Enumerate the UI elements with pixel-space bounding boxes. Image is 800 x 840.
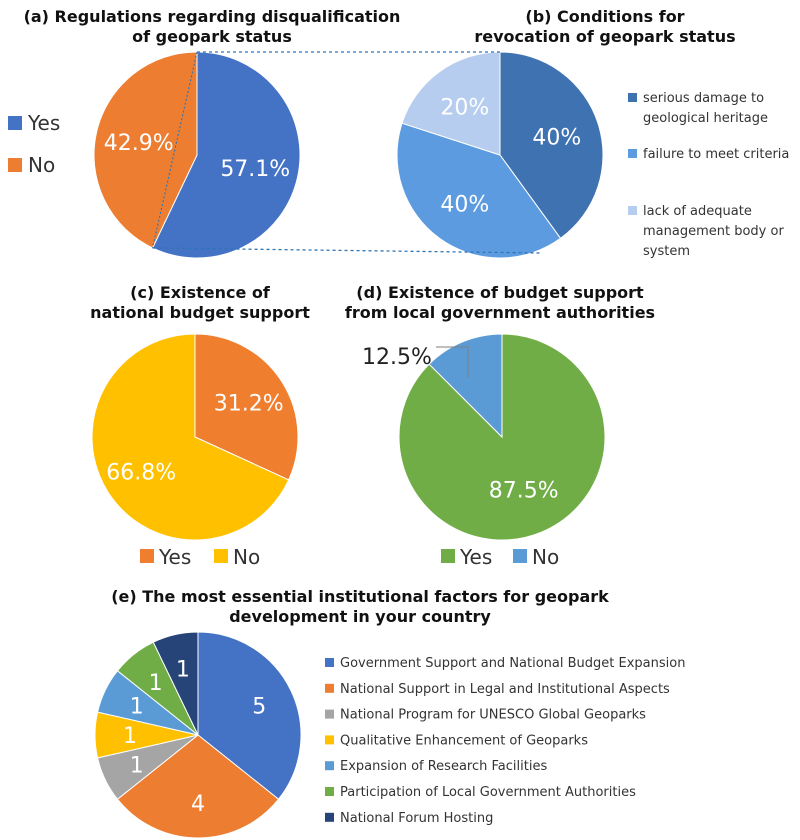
legend-swatch-b-1 [628,149,637,158]
pie-slice-b-2 [401,51,501,156]
legend-label-e-6: National Forum Hosting [340,811,493,826]
legend-label-e-0: Government Support and National Budget E… [340,656,685,671]
legend-swatch-a-0 [8,116,22,130]
legend-swatch-e-3 [325,735,334,745]
legend-label-b-2-0: lack of adequate [643,204,752,219]
legend-swatch-c-0 [140,549,154,563]
pie-slice-c-0 [194,333,299,481]
legend-label-e-4: Expansion of Research Facilities [340,759,547,774]
legend-label-e-1: National Support in Legal and Institutio… [340,682,670,697]
chart-title-d-1: from local government authorities [345,303,655,322]
legend-swatch-c-1 [214,549,228,563]
legend-label-a-1: No [28,153,55,177]
legend-swatch-d-0 [441,549,455,563]
legend-label-b-2-2: system [643,244,690,259]
legend-label-c-0: Yes [158,545,191,569]
data-label-e-5: 1 [149,671,163,696]
legend-label-d-0: Yes [459,545,492,569]
data-label-b-2: 20% [440,96,489,121]
legend-label-b-2-1: management body or [643,224,784,239]
pie-slice-e-1 [116,734,280,839]
chart-title-e-1: development in your country [229,607,491,626]
data-label-c-1: 66.8% [106,460,176,485]
legend-label-b-0-1: geological heritage [643,111,768,126]
connector-bottom [152,247,541,254]
chart-e: (e) The most essential institutional fac… [94,587,609,839]
legend-label-e-5: Participation of Local Government Author… [340,785,636,800]
data-label-a-1: 42.9% [104,131,174,156]
legend-swatch-a-1 [8,158,22,172]
data-label-e-2: 1 [130,753,144,778]
data-label-a-0: 57.1% [220,157,290,182]
data-label-e-6: 1 [176,658,190,683]
legend-label-d-1: No [532,545,559,569]
data-label-b-1: 40% [440,192,489,217]
legend-swatch-e-5 [325,787,334,796]
chart-title-a-1: of geopark status [132,27,292,46]
data-label-e-4: 1 [130,695,144,720]
chart-title-b-0: (b) Conditions for [525,7,684,26]
legend-swatch-e-4 [325,761,334,771]
legend-swatch-d-1 [513,549,527,563]
data-label-d-1: 12.5% [362,345,432,370]
legend-swatch-e-1 [325,683,334,693]
legend-swatch-b-0 [628,93,637,102]
legend-swatch-e-6 [325,812,334,822]
legend-label-b-0-0: serious damage to [643,91,764,106]
data-label-e-3: 1 [123,724,137,749]
chart-title-a-0: (a) Regulations regarding disqualificati… [24,7,401,26]
legend-swatch-e-2 [325,709,334,719]
legend-label-e-3: Qualitative Enhancement of Geoparks [340,733,588,748]
data-label-d-0: 87.5% [489,478,559,503]
chart-title-c-0: (c) Existence of [130,283,271,302]
legend-label-e-2: National Program for UNESCO Global Geopa… [340,708,646,723]
pie-slice-e-0 [197,631,302,800]
pie-slice-c-1 [91,333,290,541]
legend-label-a-0: Yes [27,111,60,135]
legend-swatch-e-0 [325,658,334,667]
data-label-c-0: 31.2% [214,392,284,417]
pie-slice-a-0 [151,51,301,259]
connector-inner [152,51,198,249]
pie-slice-b-0 [499,51,604,240]
chart-title-d-0: (d) Existence of budget support [356,283,644,302]
leader-line-d [436,346,469,378]
data-label-e-0: 5 [252,695,266,720]
legend-label-b-1-0: failure to meet criteria [643,147,789,162]
chart-a: (a) Regulations regarding disqualificati… [24,7,401,259]
pie-slice-e-6 [152,631,199,736]
chart-title-b-1: revocation of geopark status [474,27,735,46]
data-label-b-0: 40% [532,126,581,151]
chart-title-c-1: national budget support [90,303,310,322]
legend-label-c-1: No [233,545,260,569]
pie-slice-a-1 [93,51,198,249]
pie-slice-d-1 [428,333,503,439]
data-label-e-1: 4 [191,792,205,817]
legend-swatch-b-2 [628,206,637,215]
chart-title-e-0: (e) The most essential institutional fac… [111,587,609,606]
